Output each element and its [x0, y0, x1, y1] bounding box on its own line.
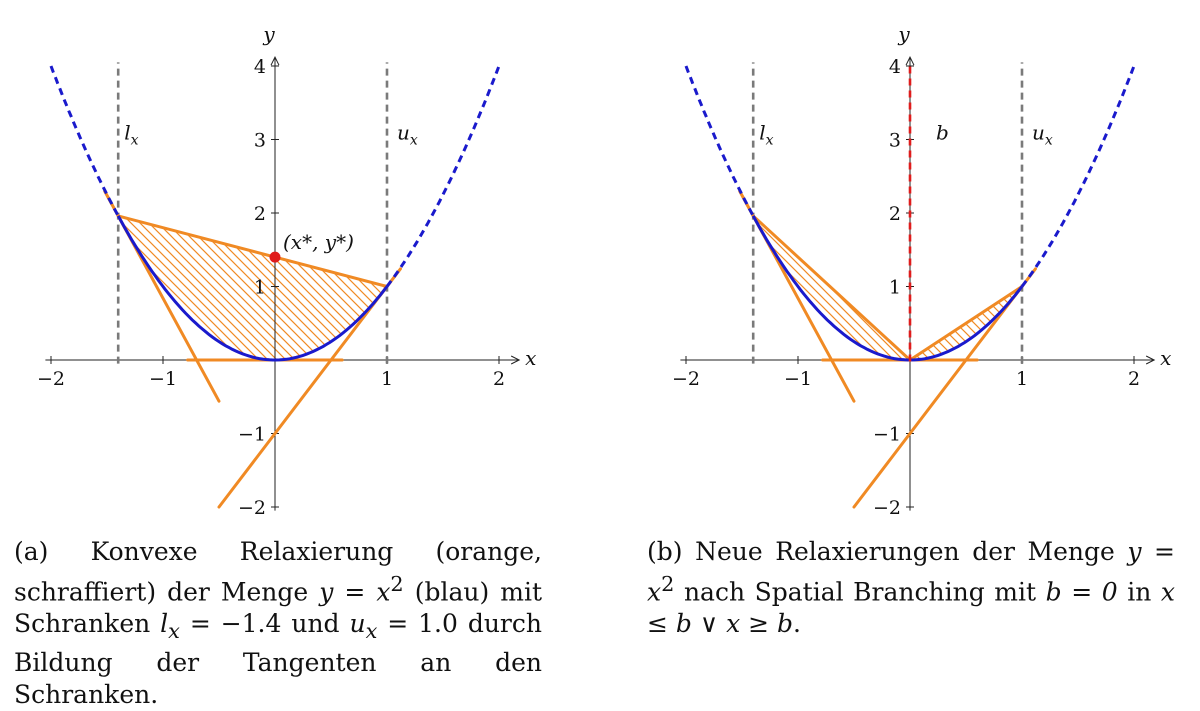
optimum-point-label: (x*, y*)	[283, 230, 354, 254]
parabola-curve-right-extension	[1020, 65, 1136, 288]
upper-bound-label: ux	[397, 121, 418, 149]
caption-b-tag: (b)	[647, 537, 683, 566]
y-tick-label: −1	[238, 424, 266, 446]
x-tick-label: 1	[1016, 368, 1028, 390]
optimum-point	[269, 251, 281, 263]
y-tick-label: 1	[889, 277, 901, 299]
relaxation-plot-b: x y −2 −1 1 2 −2 −1 1 2 3 4 lx ux b	[672, 22, 1171, 519]
y-tick-label: 2	[889, 203, 901, 225]
x-tick-label: −1	[784, 368, 812, 390]
secant-upper-envelope	[116, 214, 389, 288]
x-axis-label: x	[525, 346, 536, 370]
secant-left	[751, 214, 912, 362]
y-tick-label: −2	[238, 497, 266, 519]
x-axis-label: x	[1160, 346, 1171, 370]
y-tick-label: 1	[254, 277, 266, 299]
hatched-relaxation-region	[118, 215, 387, 360]
caption-a-tag: (a)	[14, 537, 49, 566]
upper-bound-label: ux	[1032, 121, 1053, 149]
parabola-curve-left-extension	[684, 65, 755, 217]
parabola-curve	[116, 215, 389, 362]
x-tick-label: 2	[493, 368, 505, 390]
x-axis-arrow	[1145, 355, 1156, 365]
x-axis-arrow	[510, 355, 521, 365]
y-axis-arrow	[905, 56, 915, 66]
relaxation-plot-a: x y −2 −1 1 2 −2 −1 1 2 3 4 lx ux (x*, y*)	[37, 22, 536, 519]
y-tick-label: 2	[254, 203, 266, 225]
y-tick-label: −1	[873, 424, 901, 446]
x-tick-label: −1	[149, 368, 177, 390]
caption-a: (a) Konvexe Relaxierung (orange, schraff…	[14, 537, 542, 710]
y-tick-label: 4	[254, 56, 266, 78]
x-tick-label: 2	[1128, 368, 1140, 390]
y-tick-label: 3	[889, 130, 901, 152]
parabola-curve-right-extension	[385, 65, 501, 288]
caption-b: (b) Neue Relaxierungen der Menge y = x2 …	[647, 537, 1175, 639]
parabola-curve	[751, 215, 1024, 362]
secant-right	[908, 285, 1024, 362]
x-tick-label: −2	[672, 368, 700, 390]
y-tick-label: −2	[873, 497, 901, 519]
plot-panel-b: x y −2 −1 1 2 −2 −1 1 2 3 4 lx ux b	[635, 20, 1195, 520]
y-axis-label: y	[897, 22, 910, 46]
y-tick-label: 4	[889, 56, 901, 78]
x-tick-label: −2	[37, 368, 65, 390]
y-axis-arrow	[270, 56, 280, 66]
lower-bound-label: lx	[759, 121, 773, 149]
x-tick-label: 1	[381, 368, 393, 390]
lower-bound-label: lx	[124, 121, 138, 149]
branching-label: b	[936, 121, 949, 145]
parabola-curve-left-extension	[49, 65, 120, 217]
y-tick-label: 3	[254, 130, 266, 152]
y-axis-label: y	[262, 22, 275, 46]
plot-panel-a: x y −2 −1 1 2 −2 −1 1 2 3 4 lx ux (x*, y*)	[0, 20, 560, 520]
